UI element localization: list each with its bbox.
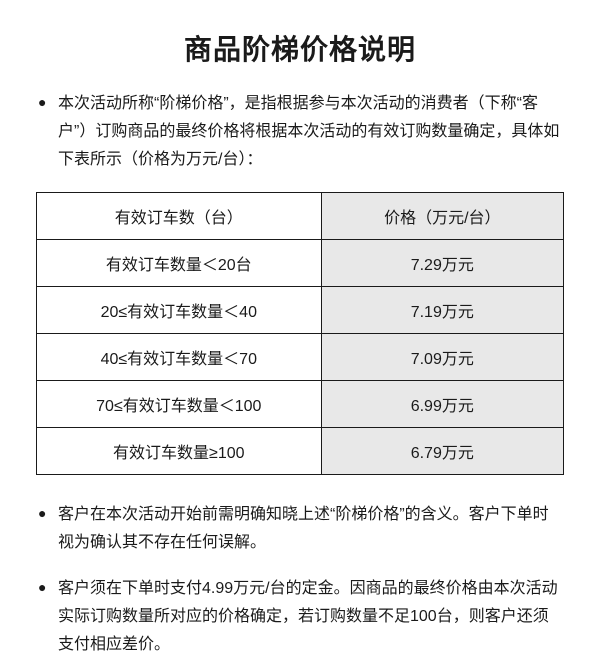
table-row: 有效订车数量＜20台 7.29万元 [37,240,564,287]
qty-cell: 有效订车数量＜20台 [37,240,322,287]
col-header-qty: 有效订车数（台） [37,193,322,240]
intro-paragraph: 本次活动所称“阶梯价格”，是指根据参与本次活动的消费者（下称“客户”）订购商品的… [36,90,564,174]
col-header-price: 价格（万元/台） [321,193,563,240]
qty-cell: 40≤有效订车数量＜70 [37,334,322,381]
table-row: 70≤有效订车数量＜100 6.99万元 [37,381,564,428]
table-header-row: 有效订车数（台） 价格（万元/台） [37,193,564,240]
table-row: 20≤有效订车数量＜40 7.19万元 [37,287,564,334]
note-paragraph-2: 客户须在下单时支付4.99万元/台的定金。因商品的最终价格由本次活动实际订购数量… [36,575,564,659]
page-title: 商品阶梯价格说明 [36,28,564,68]
table-row: 40≤有效订车数量＜70 7.09万元 [37,334,564,381]
qty-cell: 70≤有效订车数量＜100 [37,381,322,428]
price-cell: 7.19万元 [321,287,563,334]
qty-cell: 20≤有效订车数量＜40 [37,287,322,334]
price-cell: 7.29万元 [321,240,563,287]
table-row: 有效订车数量≥100 6.79万元 [37,428,564,475]
note-paragraph-1: 客户在本次活动开始前需明确知晓上述“阶梯价格”的含义。客户下单时视为确认其不存在… [36,501,564,557]
price-tier-table: 有效订车数（台） 价格（万元/台） 有效订车数量＜20台 7.29万元 20≤有… [36,192,564,475]
price-cell: 6.79万元 [321,428,563,475]
price-cell: 6.99万元 [321,381,563,428]
qty-cell: 有效订车数量≥100 [37,428,322,475]
price-cell: 7.09万元 [321,334,563,381]
